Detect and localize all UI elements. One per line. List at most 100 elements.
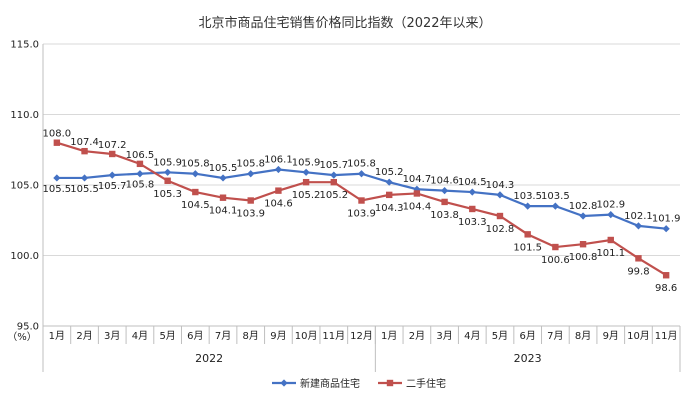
data-label: 103.5 <box>513 191 542 202</box>
data-label: 107.4 <box>70 137 99 148</box>
data-label: 104.6 <box>430 176 459 187</box>
data-point <box>164 177 171 184</box>
data-point <box>496 191 504 199</box>
data-point <box>302 178 310 186</box>
data-point <box>164 168 172 176</box>
data-label: 105.2 <box>319 190 348 201</box>
x-tick-label: 8月 <box>243 330 259 342</box>
data-label: 104.5 <box>458 177 487 188</box>
x-tick-label: 10月 <box>627 330 650 342</box>
data-point <box>385 178 393 186</box>
data-point <box>524 231 531 238</box>
series <box>53 139 670 279</box>
data-label: 103.9 <box>236 209 265 220</box>
year-label: 2023 <box>514 352 542 365</box>
data-point <box>219 174 227 182</box>
data-point <box>108 171 116 179</box>
data-label: 106.5 <box>126 150 155 161</box>
data-label: 102.9 <box>596 200 625 211</box>
data-label: 104.4 <box>403 201 432 212</box>
data-label: 102.1 <box>624 211 653 222</box>
data-point <box>192 188 199 196</box>
data-label: 101.5 <box>513 242 542 253</box>
data-point <box>275 187 282 194</box>
data-point <box>357 170 366 178</box>
data-point <box>191 170 199 178</box>
x-tick-label: 4月 <box>464 330 480 342</box>
data-label: 102.8 <box>486 224 515 235</box>
data-point <box>109 150 116 158</box>
data-label: 105.7 <box>319 160 348 171</box>
data-label: 105.3 <box>153 189 182 200</box>
data-point <box>136 160 144 168</box>
x-tick-label: 3月 <box>436 330 452 342</box>
x-tick-label: 9月 <box>603 330 619 342</box>
data-point <box>579 212 587 220</box>
data-point <box>634 222 643 230</box>
data-label: 104.7 <box>403 174 432 185</box>
y-tick-label: 95.0 <box>17 322 39 333</box>
data-label: 105.8 <box>236 159 265 170</box>
data-point <box>469 205 476 213</box>
unit-label: （%） <box>7 331 37 343</box>
x-tick-label: 7月 <box>547 330 563 342</box>
data-label: 101.1 <box>596 248 625 259</box>
x-tick-label: 11月 <box>322 330 345 342</box>
data-point <box>579 241 587 248</box>
data-label: 104.3 <box>375 203 404 214</box>
data-label: 105.5 <box>70 184 99 195</box>
data-point <box>551 202 559 210</box>
x-tick-label: 10月 <box>295 330 318 342</box>
data-point <box>302 168 310 176</box>
data-point <box>53 174 61 182</box>
data-point <box>635 255 642 262</box>
x-tick-label: 1月 <box>49 330 65 342</box>
data-point <box>468 188 476 196</box>
data-label: 103.3 <box>458 217 487 228</box>
data-label: 103.5 <box>541 191 570 202</box>
data-label: 99.8 <box>627 266 649 277</box>
x-tick-label: 7月 <box>215 330 231 342</box>
data-label: 100.8 <box>569 252 598 263</box>
data-label: 107.2 <box>98 140 127 151</box>
data-label: 104.5 <box>181 200 210 211</box>
data-point <box>330 171 338 179</box>
data-point <box>247 197 254 204</box>
data-point <box>524 202 532 210</box>
data-point <box>662 272 670 279</box>
data-point <box>607 236 614 244</box>
data-point <box>496 212 504 220</box>
data-label: 104.1 <box>209 206 238 217</box>
x-tick-label: 4月 <box>132 330 148 342</box>
y-tick-label: 110.0 <box>10 110 39 121</box>
x-tick-label: 2月 <box>76 330 92 342</box>
y-tick-label: 115.0 <box>10 40 39 51</box>
data-point <box>413 190 421 197</box>
x-tick-label: 3月 <box>104 330 120 342</box>
legend: 新建商品住宅 二手住宅 <box>272 377 446 390</box>
y-tick-label: 100.0 <box>10 251 39 262</box>
data-label: 98.6 <box>655 283 677 294</box>
data-label: 105.8 <box>181 159 210 170</box>
data-label: 104.6 <box>264 199 293 210</box>
x-tick-label: 12月 <box>350 330 373 342</box>
x-tick-label: 5月 <box>492 330 508 342</box>
x-tick-label: 6月 <box>519 330 535 342</box>
x-tick-label: 8月 <box>575 330 591 342</box>
data-point <box>81 147 88 155</box>
y-tick-label: 105.0 <box>10 181 39 192</box>
legend-label: 二手住宅 <box>406 377 446 390</box>
x-tick-label: 11月 <box>655 330 678 342</box>
data-point <box>385 191 393 199</box>
data-point <box>80 174 89 182</box>
axes: 95.0 100.0 105.0 110.0 115.0 1月 2月 3月 4月 5月 6月 7月 8月… <box>7 40 681 372</box>
data-label: 105.8 <box>347 159 376 170</box>
data-point <box>247 170 255 178</box>
data-point <box>219 194 227 201</box>
data-point <box>440 187 449 195</box>
data-label: 103.8 <box>430 210 459 221</box>
data-label: 105.5 <box>209 163 238 174</box>
